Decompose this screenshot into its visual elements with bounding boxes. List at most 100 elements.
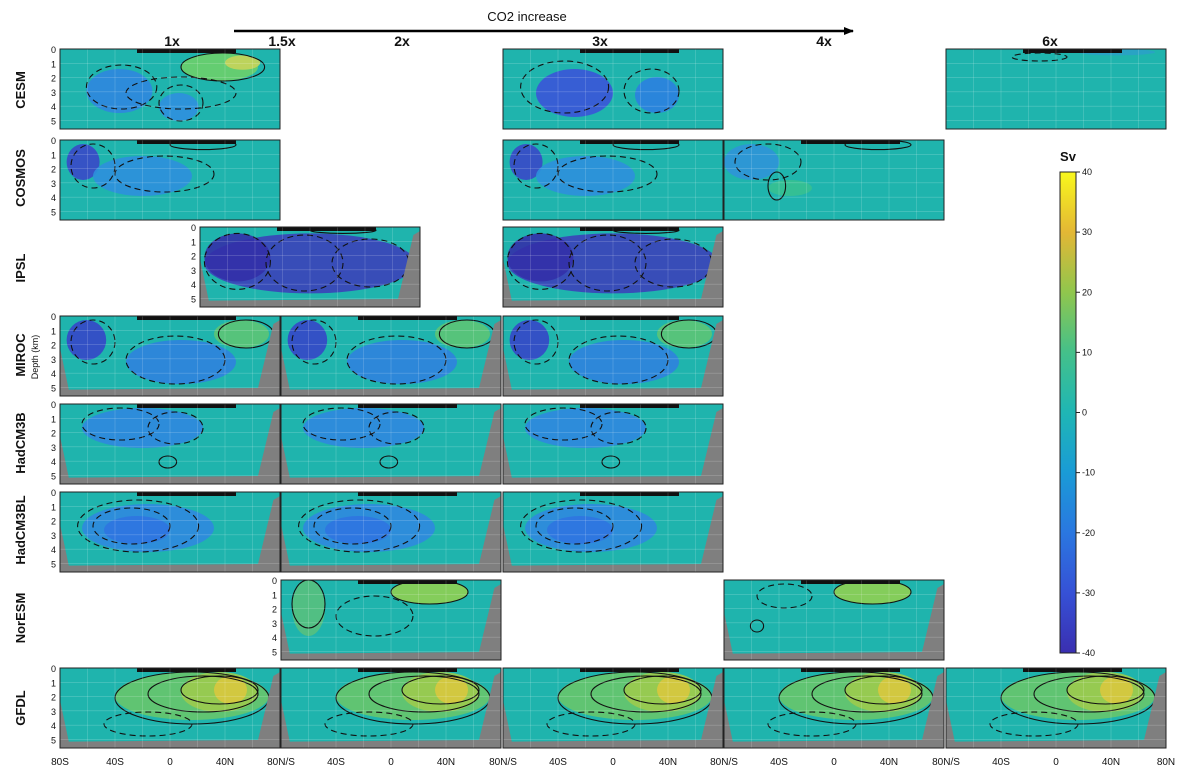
row-label-noresm: NorESM (13, 593, 28, 644)
panel-gfdl-2 (502, 667, 724, 749)
panel-field (281, 668, 501, 748)
bathymetry (60, 320, 280, 396)
y-tick-label: 0 (191, 223, 196, 233)
panel-field (946, 668, 1166, 748)
y-tick-label: 0 (51, 400, 56, 410)
x-tick-label: 80N/S (932, 757, 960, 768)
negative-contour (125, 335, 226, 385)
positive-contour (811, 675, 923, 713)
bathymetry (281, 584, 501, 660)
panel-cosmos-2 (502, 139, 724, 221)
surface-contours (580, 227, 679, 231)
y-tick-label: 3 (51, 707, 56, 717)
panel-grid: 0 1 2 3 4 5 0 1 2 3 4 5 0 1 2 3 4 5 0 1 2 3 4 5 0 1 2 3 4 5 0 1 2 3 4 5 0 1 2 3… (51, 45, 1167, 749)
surface-contours (358, 492, 457, 496)
y-tick-label: 5 (51, 735, 56, 745)
field-anomaly (435, 320, 490, 348)
negative-contour (313, 507, 392, 545)
y-tick-label: 1 (51, 150, 56, 160)
x-tick-label: 40N (1102, 757, 1120, 768)
panel-frame (502, 139, 724, 221)
field-anomaly (104, 516, 170, 544)
field-anomaly (657, 676, 690, 704)
negative-contour (335, 595, 414, 637)
panel-gfdl-4 (945, 667, 1167, 749)
field-anomaly (536, 156, 635, 196)
negative-contour (568, 335, 669, 385)
negative-contour (70, 319, 116, 365)
surface-contours (580, 404, 679, 408)
y-tick-label: 3 (191, 266, 196, 276)
field-anomaly (657, 320, 712, 348)
x-tick-label: 0 (1053, 757, 1059, 768)
colorbar-tick-label: 10 (1082, 347, 1092, 357)
panel-hadcm3b-0: 0 1 2 3 4 5 (51, 400, 281, 485)
panel-frame (945, 667, 1167, 749)
field-anomaly (635, 77, 679, 113)
surface-contours (1023, 668, 1122, 672)
panel-hadcm3bl-2 (502, 491, 724, 573)
positive-contour (749, 619, 765, 633)
positive-contour (833, 580, 912, 605)
x-tick-label: 40N (437, 757, 455, 768)
panel-cesm-2 (502, 48, 724, 130)
field-anomaly (878, 676, 911, 704)
panel-field (724, 668, 944, 748)
panel-field (946, 49, 1166, 129)
panel-frame (280, 315, 502, 397)
x-axis-ticks: 80S 40S 0 40N 80N/S 40S 0 40N 80N/S 40S 0 40N 80N/S 4… (51, 757, 1175, 768)
y-tick-label: 2 (51, 517, 56, 527)
panel-frame (723, 139, 945, 221)
positive-contour (612, 140, 680, 151)
positive-contour (1066, 675, 1145, 705)
y-tick-label: 0 (51, 312, 56, 322)
positive-contour (147, 675, 259, 713)
field-anomaly (569, 340, 679, 384)
panel-field (60, 668, 280, 748)
field-anomaly (1100, 676, 1133, 704)
panel-noresm-1: 0 1 2 3 4 5 (272, 576, 502, 661)
positive-contour (180, 52, 266, 82)
panel-ipsl-1: 0 1 2 3 4 5 (191, 223, 421, 308)
field-anomaly (525, 408, 646, 448)
surface-contours (137, 49, 236, 53)
panel-frame (199, 226, 421, 308)
panel-frame (59, 48, 281, 130)
col-header-4x: 4x (816, 33, 832, 49)
panel-frame (502, 48, 724, 130)
panel-field (724, 580, 944, 660)
negative-contour (114, 155, 215, 193)
bathymetry (503, 320, 723, 396)
negative-contour (302, 407, 381, 441)
negative-contour (513, 143, 559, 189)
row-label-cosmos: COSMOS (13, 149, 28, 207)
y-tick-label: 5 (191, 294, 196, 304)
panel-field (503, 316, 723, 396)
y-tick-label: 4 (51, 457, 56, 467)
positive-contour (590, 675, 702, 713)
panel-cosmos-3 (723, 139, 945, 221)
panel-miroc-0: 0 1 2 3 4 5 (51, 312, 281, 397)
x-tick-label: 0 (388, 757, 394, 768)
negative-contour (524, 407, 603, 441)
x-tick-label: 40S (106, 757, 124, 768)
y-tick-label: 2 (191, 252, 196, 262)
panel-frame (59, 139, 281, 221)
y-tick-label: 2 (51, 341, 56, 351)
negative-contour (70, 143, 116, 189)
negative-contour (368, 411, 425, 445)
surface-contours (137, 140, 236, 144)
surface-contours (580, 316, 679, 320)
field-anomaly (303, 408, 424, 448)
y-tick-label: 3 (51, 88, 56, 98)
col-header-1.5x: 1.5x (268, 33, 295, 49)
panel-field (60, 404, 280, 484)
y-tick-label: 4 (51, 193, 56, 203)
negative-contour (265, 234, 344, 292)
y-tick-label: 3 (51, 443, 56, 453)
positive-contour (844, 140, 912, 151)
surface-contours (137, 492, 236, 496)
panel-frame (280, 579, 502, 661)
panel-field (60, 316, 280, 396)
